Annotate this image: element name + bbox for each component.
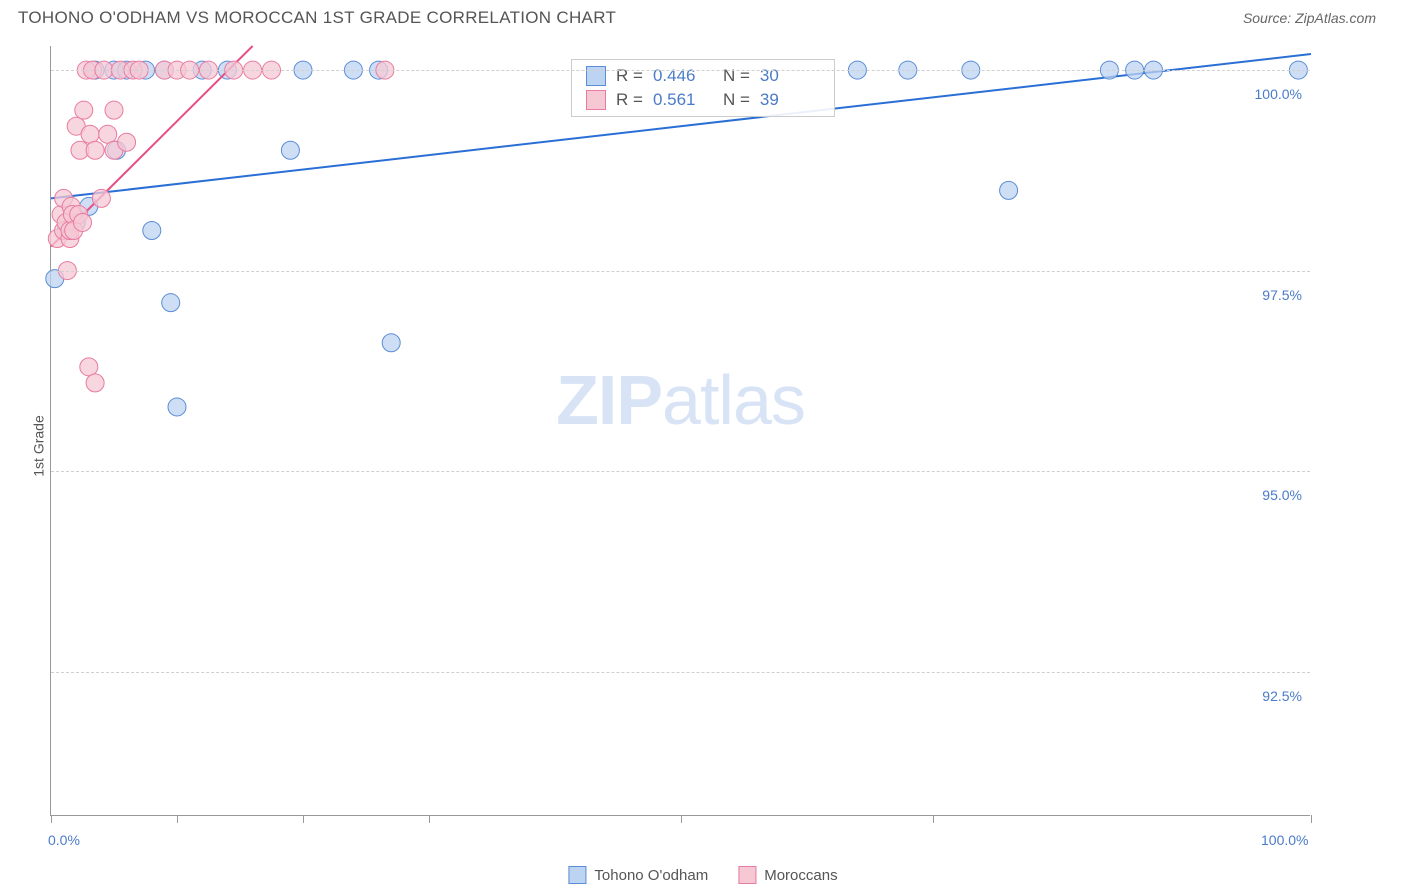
legend-item: Tohono O'odham — [568, 866, 708, 884]
y-tick-label: 97.5% — [1262, 287, 1302, 303]
x-tick — [1311, 815, 1312, 823]
data-point — [86, 141, 104, 159]
data-point — [143, 221, 161, 239]
data-point — [105, 101, 123, 119]
y-tick-label: 100.0% — [1255, 86, 1302, 102]
x-tick-label: 100.0% — [1261, 832, 1308, 848]
data-point — [168, 398, 186, 416]
data-point — [162, 294, 180, 312]
x-tick — [681, 815, 682, 823]
data-point — [92, 189, 110, 207]
legend-row: R = 0.561 N = 39 — [586, 88, 820, 112]
data-point — [118, 133, 136, 151]
legend-series-name: Moroccans — [764, 867, 837, 884]
data-point — [1000, 181, 1018, 199]
legend-n-label: N = — [723, 66, 750, 86]
data-point — [99, 125, 117, 143]
y-tick-label: 95.0% — [1262, 487, 1302, 503]
legend-swatch — [738, 866, 756, 884]
x-tick — [177, 815, 178, 823]
x-tick — [51, 815, 52, 823]
source-label: Source: ZipAtlas.com — [1243, 10, 1376, 26]
gridline — [51, 271, 1310, 272]
legend-swatch — [568, 866, 586, 884]
legend-n-label: N = — [723, 90, 750, 110]
x-tick — [429, 815, 430, 823]
data-point — [80, 358, 98, 376]
x-tick — [303, 815, 304, 823]
data-point — [75, 101, 93, 119]
legend-row: R = 0.446 N = 30 — [586, 64, 820, 88]
chart-title: TOHONO O'ODHAM VS MOROCCAN 1ST GRADE COR… — [18, 8, 616, 28]
scatter-svg — [51, 46, 1311, 816]
legend-series-name: Tohono O'odham — [594, 867, 708, 884]
x-tick — [933, 815, 934, 823]
correlation-legend: R = 0.446 N = 30 R = 0.561 N = 39 — [571, 59, 835, 117]
legend-swatch — [586, 90, 606, 110]
y-tick-label: 92.5% — [1262, 688, 1302, 704]
gridline — [51, 471, 1310, 472]
plot-area: ZIPatlas R =0.446N =30R =0.561N =39 100.… — [50, 46, 1310, 816]
legend-r-label: R = — [616, 66, 643, 86]
legend-swatch — [586, 66, 606, 86]
legend-n-value: 39 — [760, 90, 820, 110]
legend-r-value: 0.446 — [653, 66, 713, 86]
chart-container: TOHONO O'ODHAM VS MOROCCAN 1ST GRADE COR… — [0, 0, 1406, 892]
series-legend: Tohono O'odham Moroccans — [568, 866, 837, 884]
x-tick-label: 0.0% — [48, 832, 80, 848]
legend-r-label: R = — [616, 90, 643, 110]
y-axis-title: 1st Grade — [31, 415, 47, 476]
data-point — [74, 213, 92, 231]
gridline — [51, 70, 1310, 71]
gridline — [51, 672, 1310, 673]
legend-r-value: 0.561 — [653, 90, 713, 110]
legend-n-value: 30 — [760, 66, 820, 86]
data-point — [86, 374, 104, 392]
data-point — [382, 334, 400, 352]
data-point — [281, 141, 299, 159]
legend-item: Moroccans — [738, 866, 837, 884]
data-point — [81, 125, 99, 143]
header: TOHONO O'ODHAM VS MOROCCAN 1ST GRADE COR… — [0, 0, 1406, 32]
